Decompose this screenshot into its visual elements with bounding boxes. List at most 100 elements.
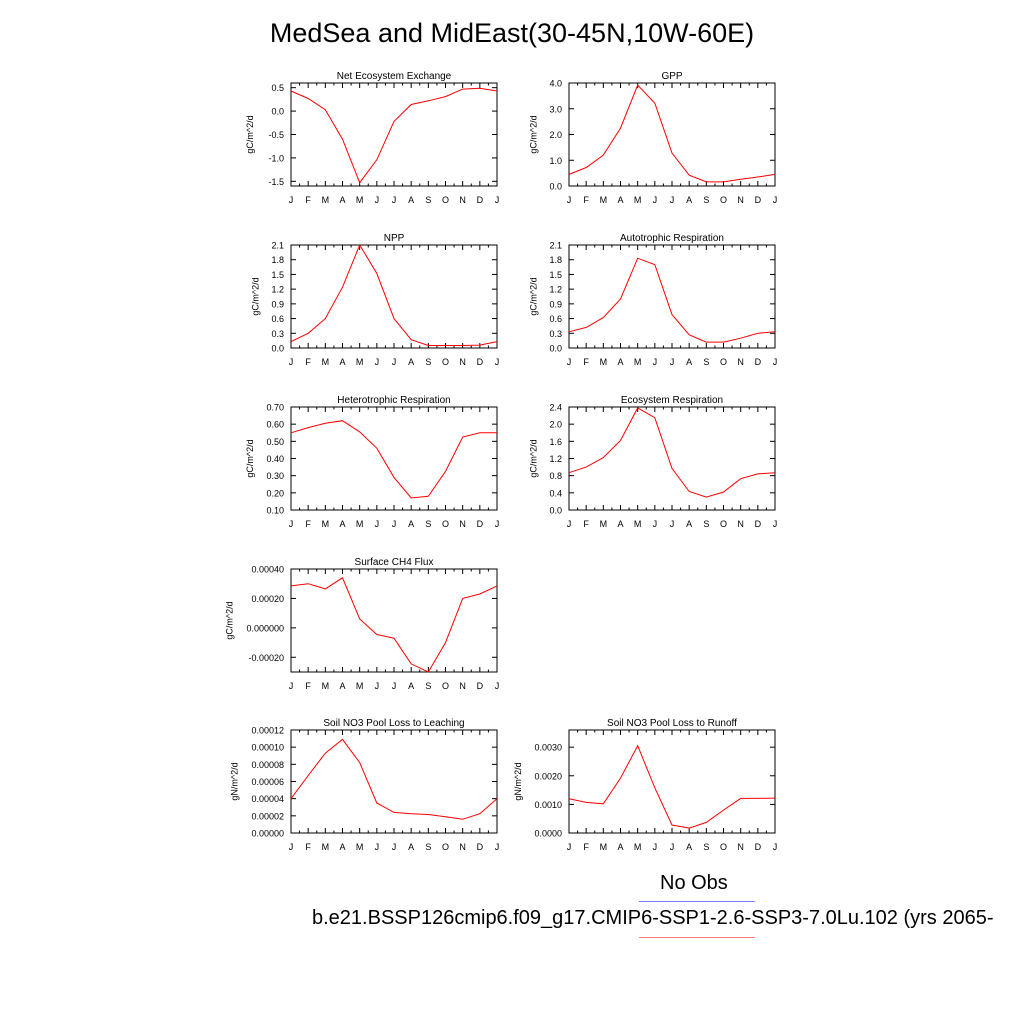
x-tick-label: J [567, 195, 572, 205]
x-tick-label: M [322, 519, 330, 529]
chart-title: Surface CH4 Flux [355, 557, 434, 568]
x-tick-label: J [495, 519, 500, 529]
chart-title: NPP [384, 233, 405, 244]
x-tick-label: F [305, 195, 311, 205]
y-axis-label: gC/m^2/d [245, 439, 255, 477]
x-tick-label: D [477, 681, 484, 691]
y-tick-label: 0.6 [549, 314, 562, 324]
y-tick-label: 0.0010 [534, 800, 562, 810]
x-tick-label: O [442, 357, 449, 367]
y-axis-label: gN/m^2/d [230, 762, 240, 800]
chart-title: Heterotrophic Respiration [337, 395, 450, 406]
x-tick-label: S [425, 195, 431, 205]
chart-title: GPP [661, 71, 682, 82]
x-tick-label: N [459, 357, 466, 367]
series-line [290, 577, 498, 673]
y-tick-label: 3.0 [549, 104, 562, 114]
y-tick-label: 2.1 [549, 241, 562, 251]
x-tick-label: A [408, 519, 414, 529]
y-tick-label: 0.0 [549, 506, 562, 516]
x-tick-label: A [617, 357, 623, 367]
y-tick-label: 0.30 [266, 471, 284, 481]
x-tick-label: J [653, 357, 658, 367]
x-tick-label: M [600, 519, 608, 529]
y-tick-label: 0.50 [266, 437, 284, 447]
x-tick-label: A [686, 842, 692, 852]
x-tick-label: M [356, 357, 364, 367]
y-tick-label: -1.0 [268, 153, 284, 163]
y-tick-label: 0.70 [266, 403, 284, 413]
y-tick-label: 0.0 [549, 344, 562, 354]
y-tick-label: 0.0 [549, 182, 562, 192]
x-tick-label: N [737, 195, 744, 205]
x-tick-label: J [670, 842, 675, 852]
x-tick-label: J [670, 357, 675, 367]
y-tick-label: 1.6 [549, 437, 562, 447]
x-tick-label: S [425, 842, 431, 852]
legend-case-label: b.e21.BSSP126cmip6.f09_g17.CMIP6-SSP1-2.… [312, 907, 994, 929]
x-tick-label: J [375, 357, 380, 367]
y-tick-label: 1.2 [549, 454, 562, 464]
x-tick-label: F [583, 195, 589, 205]
chart-title: Soil NO3 Pool Loss to Leaching [323, 718, 464, 729]
series-line [568, 84, 776, 183]
y-tick-label: 0.3 [549, 329, 562, 339]
plot-frame [568, 244, 776, 349]
y-tick-label: 0.0030 [534, 743, 562, 753]
x-tick-label: J [375, 519, 380, 529]
y-tick-label: -0.5 [268, 130, 284, 140]
x-tick-label: M [322, 681, 330, 691]
x-tick-label: F [305, 519, 311, 529]
y-tick-label: 0.5 [271, 83, 284, 93]
y-tick-label: 0.00000 [251, 829, 284, 839]
y-tick-label: 0.4 [549, 488, 562, 498]
x-tick-label: J [670, 519, 675, 529]
x-tick-label: A [339, 357, 345, 367]
x-tick-label: F [583, 519, 589, 529]
x-tick-label: J [773, 357, 778, 367]
legend-obs-label: No Obs [660, 872, 728, 894]
x-tick-label: D [755, 519, 762, 529]
x-tick-label: F [305, 842, 311, 852]
x-tick-label: M [356, 842, 364, 852]
x-tick-label: A [617, 842, 623, 852]
x-tick-label: M [634, 195, 642, 205]
x-tick-label: J [495, 357, 500, 367]
x-tick-label: D [755, 195, 762, 205]
plot-frame [290, 568, 498, 673]
x-tick-label: D [477, 842, 484, 852]
y-tick-label: 2.0 [549, 420, 562, 430]
x-tick-label: J [670, 195, 675, 205]
x-tick-label: J [289, 681, 294, 691]
plot-frame [290, 82, 498, 187]
y-tick-label: 0.0 [271, 344, 284, 354]
y-tick-label: 0.20 [266, 488, 284, 498]
x-tick-label: J [392, 842, 397, 852]
y-tick-label: 0.9 [271, 299, 284, 309]
y-tick-label: 0.8 [549, 471, 562, 481]
x-tick-label: D [477, 195, 484, 205]
plot-frame [290, 729, 498, 834]
x-tick-label: S [425, 519, 431, 529]
x-tick-label: D [477, 357, 484, 367]
plot-frame [290, 406, 498, 511]
x-tick-label: J [773, 519, 778, 529]
x-tick-label: M [600, 357, 608, 367]
y-tick-label: 0.60 [266, 420, 284, 430]
y-tick-label: 0.0020 [534, 771, 562, 781]
x-tick-label: A [686, 195, 692, 205]
x-tick-label: S [425, 357, 431, 367]
chart-title: Ecosystem Respiration [621, 395, 723, 406]
x-tick-label: O [442, 842, 449, 852]
y-axis-label: gC/m^2/d [245, 115, 255, 153]
y-tick-label: 0.00002 [251, 811, 284, 821]
x-tick-label: J [392, 195, 397, 205]
x-tick-label: N [459, 842, 466, 852]
y-tick-label: 1.2 [271, 285, 284, 295]
x-tick-label: O [442, 681, 449, 691]
y-axis-label: gC/m^2/d [528, 277, 538, 315]
x-tick-label: F [583, 357, 589, 367]
